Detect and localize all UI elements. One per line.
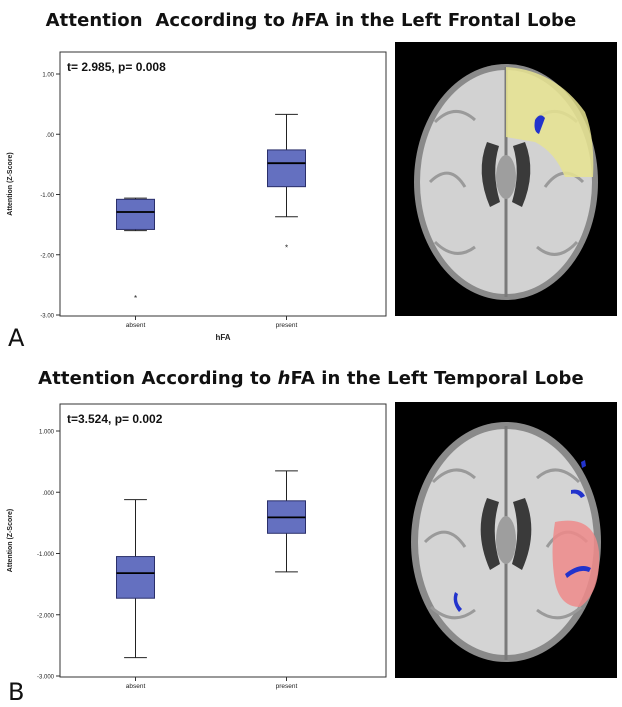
b-ytick-label: .000 bbox=[42, 491, 54, 497]
a-xaxis-label: hFA bbox=[215, 333, 230, 342]
panel-b-letter: B bbox=[8, 678, 25, 706]
a-box-absent bbox=[116, 198, 155, 230]
a-box-present bbox=[267, 149, 306, 188]
panel-a-title-pre: Attention According to bbox=[45, 10, 292, 31]
brain-image-temporal bbox=[395, 402, 617, 678]
b-xtick-label: absent bbox=[126, 683, 146, 690]
boxplot-chart-b: 1.000 .000 -1.000 -2.000 -3.000 absent present… bbox=[7, 403, 387, 690]
b-box-absent bbox=[116, 556, 155, 599]
a-ytick-label: -2.00 bbox=[40, 253, 54, 259]
boxplot-chart-a: 1.00 .00 -1.00 -2.00 -3.00 absent present hFA At… bbox=[7, 51, 387, 342]
b-stats-annotation: t=3.524, p= 0.002 bbox=[67, 412, 163, 426]
a-ytick-label: 1.00 bbox=[42, 73, 54, 79]
b-xtick-label: present bbox=[276, 683, 298, 690]
panel-b-title-pre: Attention According to bbox=[38, 368, 278, 389]
a-plot-frame bbox=[59, 51, 387, 317]
panel-b-title: Attention According to hFA in the Left T… bbox=[0, 368, 622, 389]
panel-a-title-post: FA in the Left Frontal Lobe bbox=[304, 10, 577, 31]
panel-b-title-italic: h bbox=[277, 368, 291, 389]
panel-a-title-italic: h bbox=[291, 10, 305, 31]
brain-image-frontal bbox=[395, 42, 617, 316]
a-stats-annotation: t= 2.985, p= 0.008 bbox=[67, 60, 166, 74]
b-ytick-label: -2.000 bbox=[37, 613, 55, 619]
panel-a-title: Attention According to hFA in the Left F… bbox=[0, 10, 622, 31]
a-outlier-marker: * bbox=[134, 294, 137, 303]
panel-a-letter: A bbox=[8, 324, 25, 352]
a-ytick-label: -1.00 bbox=[40, 193, 54, 199]
a-outlier-marker: * bbox=[285, 244, 288, 253]
b-yaxis-label: Attention (Z-Score) bbox=[7, 509, 14, 572]
b-ytick-label: -3.000 bbox=[37, 675, 55, 681]
panel-b-title-post: FA in the Left Temporal Lobe bbox=[290, 368, 584, 389]
a-xtick-label: absent bbox=[126, 322, 146, 329]
b-plot-frame bbox=[59, 403, 387, 678]
b-ytick-label: -1.000 bbox=[37, 552, 55, 558]
b-ytick-label: 1.000 bbox=[39, 430, 55, 436]
a-ytick-label: -3.00 bbox=[40, 314, 54, 320]
a-xtick-label: present bbox=[276, 322, 298, 329]
a-yaxis-label: Attention (Z-Score) bbox=[7, 152, 14, 215]
a-ytick-label: .00 bbox=[46, 133, 55, 139]
